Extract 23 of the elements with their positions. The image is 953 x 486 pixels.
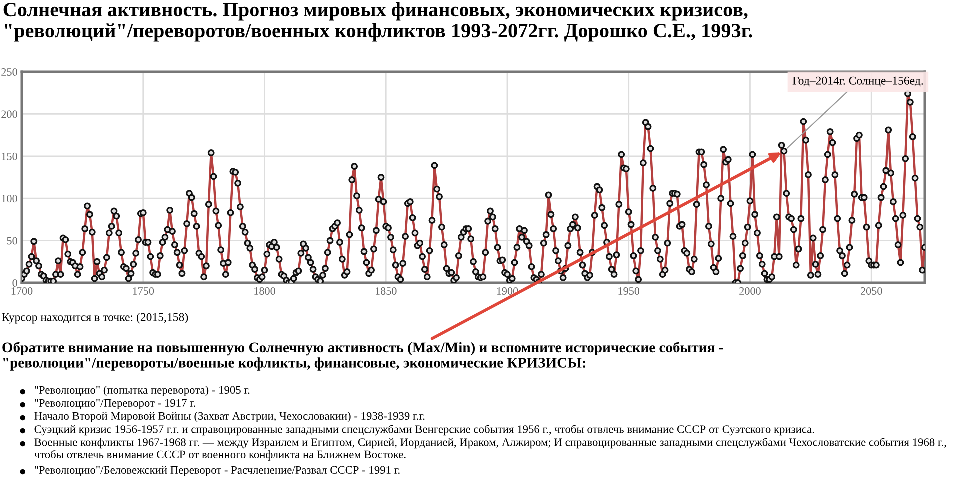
x-tick-label: 1750 (133, 287, 154, 295)
text: Курсор находится в точке: (2015,158) (2, 313, 188, 324)
y-tick-label: 50 (7, 237, 18, 245)
text: Обратите внимание на повышенную Солнечную активность (Max/Min) и вспомните исторические события - "революции"/перевороты/военные кофликты, финансовые, экономические КРИЗИСЫ: (2, 342, 724, 371)
y-tick-label: 150 (2, 152, 18, 160)
y-tick-label: 0 (12, 279, 18, 287)
y-tick-label: 250 (2, 68, 18, 76)
y-tick-label: 100 (2, 195, 18, 203)
text: Начало Второй Мировой Войны (Захват Австрии, Чехословакии) - 1938-1939 г.г. (34, 412, 425, 422)
x-tick-label: 1800 (254, 287, 276, 295)
x-tick-label: 1950 (618, 287, 640, 295)
text: "Революцию"/Беловежский Переворот - Расчленение/Развал СССР - 1991 г. (35, 466, 400, 476)
x-tick-label: 2050 (860, 287, 882, 295)
x-tick-label: 2000 (740, 287, 761, 295)
y-tick-label: 200 (2, 110, 18, 118)
text: "Революцию" (попытка переворота) - 1905 г. (35, 386, 250, 396)
x-tick-label: 1850 (376, 287, 397, 295)
text: Военные конфликты 1967-1968 гг. — между Израилем и Египтом, Сирией, Иорданией, Ираком, Алжиром; И справоцированные западными спецслужбами Чехословатские события 1968 г., чтобы отвлечь внимание СССР от военного конфликта на Ближнем Востоке. (34, 438, 946, 461)
chart-title: Солнечная активность. Прогноз мировых финансовых, экономических кризисов, "революций"/переворотов/военных конфликтов 1993-2072гг. Дорошко С.Е., 1993г. (4, 2, 752, 42)
text: Суэцкий кризис 1956-1957 г.г. и справоцированные западными спецслужбами Венгерские события 1956 г., чтобы отвлечь внимание СССР от Суэтского кризиса. (34, 425, 814, 436)
x-tick-label: 1700 (12, 287, 33, 295)
text: "Революцию"/Переворот - 1917 г. (35, 399, 196, 410)
annotation: Год–2014г. Солнце–156ед. (792, 76, 924, 88)
